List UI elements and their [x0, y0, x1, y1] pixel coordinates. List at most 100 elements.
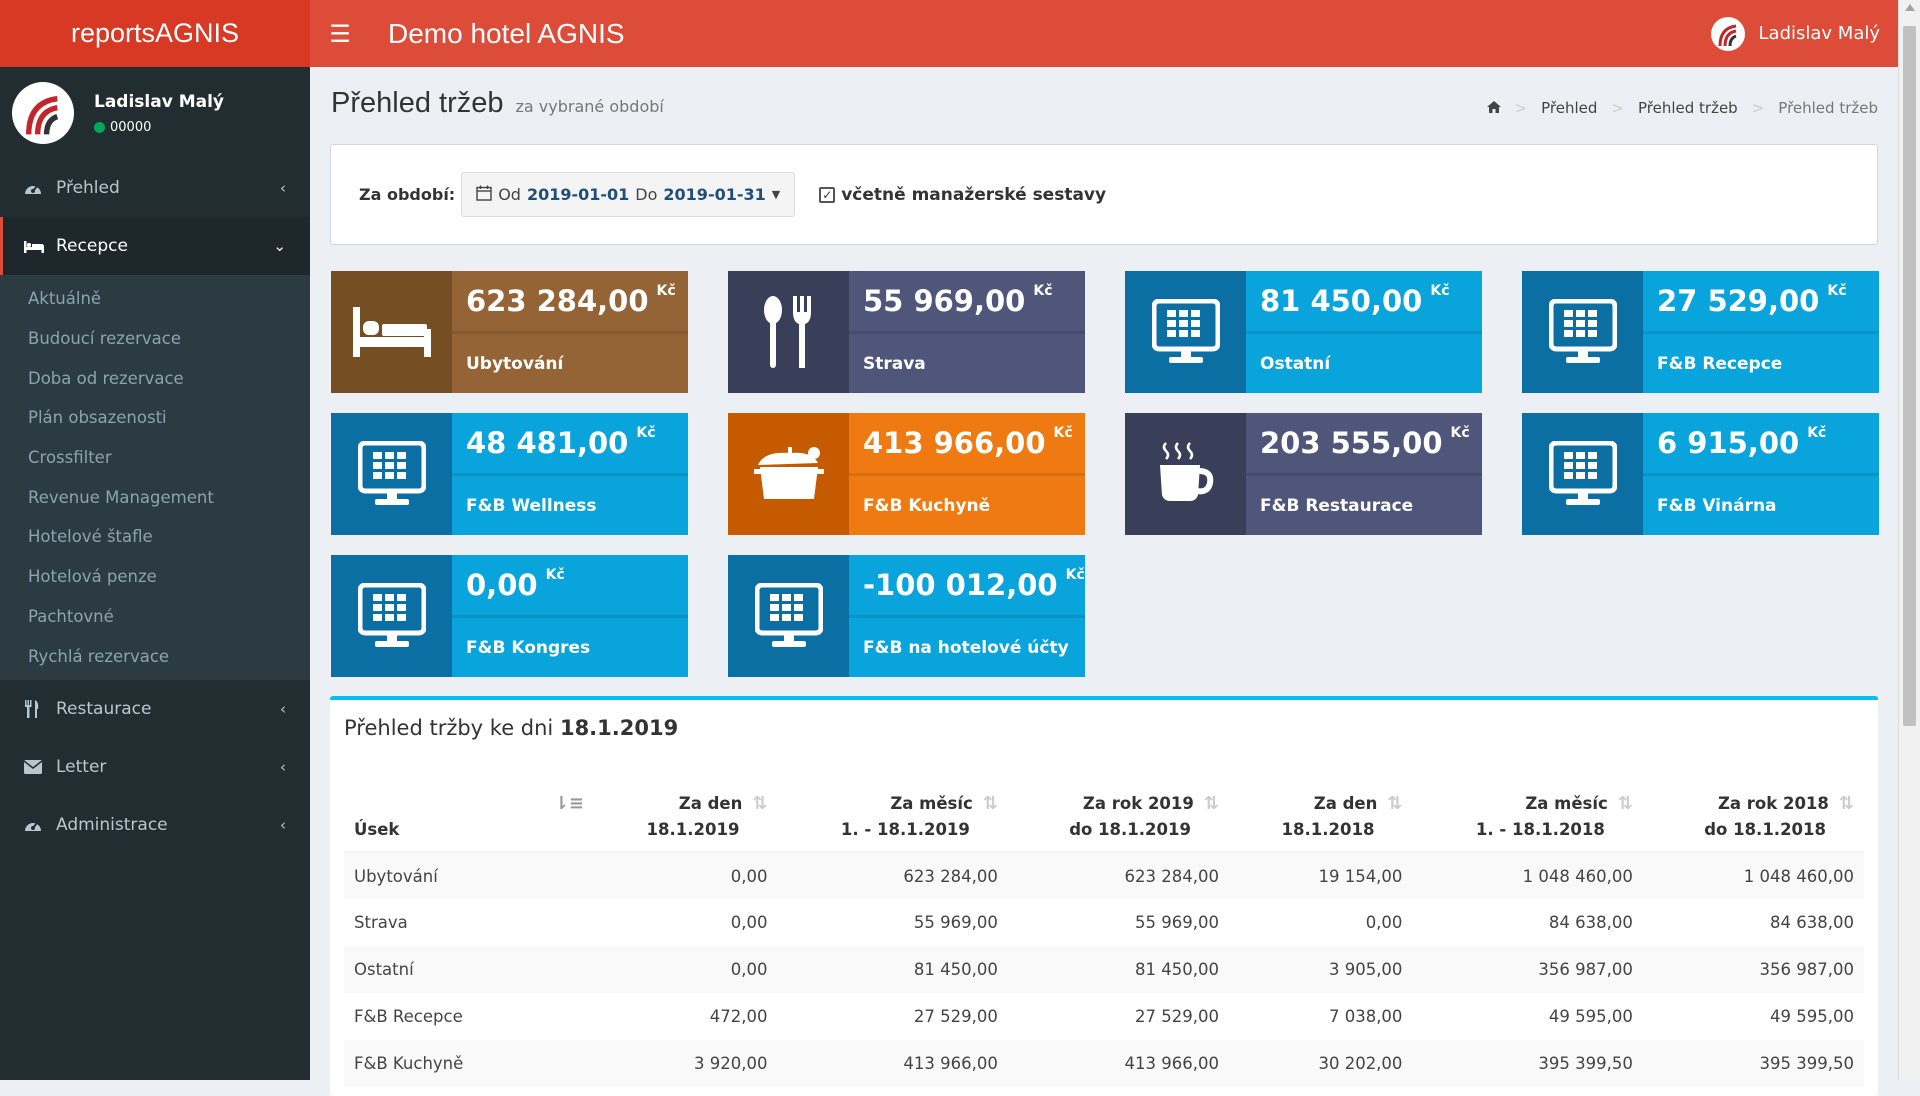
scroll-up-icon[interactable]: [1905, 4, 1915, 11]
tile-value: 203 555,00: [1260, 426, 1443, 460]
sidebar-item-letter[interactable]: Letter ‹: [0, 738, 310, 796]
sidebar-item-restaurace[interactable]: Restaurace ‹: [0, 680, 310, 738]
breadcrumb-current: Přehled tržeb: [1778, 99, 1878, 117]
sort-active-icon[interactable]: ⇂≡: [553, 793, 584, 814]
table-cell: 3 920,00: [594, 1040, 778, 1087]
table-cell: F&B Kuchyně: [344, 1040, 594, 1087]
top-navbar: ☰ Demo hotel AGNIS Ladislav Malý: [310, 0, 1898, 67]
submenu-item-hotelova-penze[interactable]: Hotelová penze: [28, 567, 157, 587]
breadcrumb: > Přehled > Přehled tržeb > Přehled trže…: [1486, 99, 1878, 117]
tile-fb-hotelove-ucty[interactable]: -100 012,00 Kč F&B na hotelové účty: [728, 555, 1085, 677]
col-header-za-mesic-2018[interactable]: Za měsíc ⇅ 1. - 18.1.2018: [1412, 780, 1643, 853]
col-header-label: Za rok 2019: [1082, 794, 1194, 813]
submenu-item-revenue-management[interactable]: Revenue Management: [28, 487, 214, 507]
breadcrumb-link-prehled-trzeb[interactable]: Přehled tržeb: [1637, 99, 1738, 117]
online-status-icon: [94, 121, 105, 133]
table-cell: 413 966,00: [777, 1040, 1008, 1087]
submenu-item-rychla-rezervace[interactable]: Rychlá rezervace: [28, 646, 170, 666]
revenue-table-box: Přehled tržby ke dni 18.1.2019 ⇂≡ Úsek Za…: [330, 696, 1878, 1096]
sort-icon[interactable]: ⇅: [982, 793, 998, 814]
table-cell: 81 450,00: [777, 946, 1008, 993]
monitor-icon: [1522, 413, 1643, 535]
tile-fb-recepce[interactable]: 27 529,00 Kč F&B Recepce: [1522, 271, 1879, 393]
breadcrumb-link-prehled[interactable]: Přehled: [1541, 99, 1598, 117]
sort-icon[interactable]: ⇅: [1387, 793, 1403, 814]
table-cell: 55 969,00: [913, 913, 998, 932]
col-header-label: Za den: [1313, 794, 1378, 813]
submenu-item-budouci-rezervace[interactable]: Budoucí rezervace: [28, 329, 181, 349]
tile-fb-kuchyne[interactable]: 413 966,00 Kč F&B Kuchyně: [728, 413, 1085, 535]
tile-label: F&B Wellness: [452, 473, 688, 535]
table-cell: 1 048 460,00: [1642, 852, 1864, 899]
col-header-sub: 1. - 18.1.2018: [1475, 820, 1605, 839]
tile-label: F&B Recepce: [1643, 331, 1879, 393]
table-cell: 3 905,00: [1228, 946, 1413, 993]
checkbox-checked-icon[interactable]: ✓: [819, 186, 836, 203]
app-logo[interactable]: reportsAGNIS: [0, 0, 310, 67]
col-header-label: Za měsíc: [890, 794, 973, 813]
sort-icon[interactable]: ⇅: [752, 793, 768, 814]
hotel-title: Demo hotel AGNIS: [388, 17, 625, 49]
page-subtitle: za vybrané období: [515, 97, 664, 116]
sidebar-item-administrace[interactable]: Administrace ‹: [0, 796, 310, 854]
table-cell: 395 399,50: [1412, 1040, 1643, 1087]
sidebar-item-prehled[interactable]: Přehled ‹: [0, 159, 310, 217]
tile-currency: Kč: [1033, 283, 1053, 299]
col-header-label: Za měsíc: [1525, 794, 1608, 813]
tile-ubytovani[interactable]: 623 284,00 Kč Ubytování: [331, 271, 688, 393]
sidebar-item-recepce[interactable]: Recepce ⌄: [0, 217, 310, 275]
sidebar-toggle-icon[interactable]: ☰: [329, 19, 351, 48]
tile-currency: Kč: [1807, 425, 1827, 441]
tile-fb-restaurace[interactable]: 203 555,00 Kč F&B Restaurace: [1125, 413, 1482, 535]
tile-value: 6 915,00: [1657, 426, 1800, 460]
chevron-left-icon: ‹: [280, 815, 286, 834]
table-row: F&B Recepce 472,00 27 529,00 27 529,00 7…: [344, 993, 1864, 1040]
table-cell: 49 595,00: [1770, 1007, 1854, 1026]
submenu-item-doba-od-rezervace[interactable]: Doba od rezervace: [28, 368, 184, 388]
home-icon[interactable]: [1486, 99, 1501, 117]
tile-strava[interactable]: 55 969,00 Kč Strava: [728, 271, 1085, 393]
sort-icon[interactable]: ⇅: [1617, 793, 1633, 814]
sidebar-item-label: Administrace: [56, 814, 168, 835]
tile-label: Strava: [849, 331, 1085, 393]
col-header-za-den-2018[interactable]: Za den ⇅ 18.1.2018: [1228, 780, 1413, 853]
chevron-left-icon: ‹: [280, 179, 286, 197]
col-header-sub: 18.1.2018: [1281, 820, 1375, 839]
manager-report-checkbox[interactable]: ✓ včetně manažerské sestavy: [819, 185, 1106, 205]
col-header-za-den-2019[interactable]: Za den ⇅ 18.1.2019: [594, 780, 778, 853]
col-header-za-mesic-2019[interactable]: Za měsíc ⇅ 1. - 18.1.2019: [777, 780, 1008, 853]
tile-currency: Kč: [1053, 425, 1073, 441]
app-logo-text: reportsAGNIS: [70, 18, 240, 48]
submenu-item-hotelove-stafle[interactable]: Hotelové štafle: [28, 527, 153, 547]
tile-fb-wellness[interactable]: 48 481,00 Kč F&B Wellness: [331, 413, 688, 535]
scrollbar-thumb[interactable]: [1903, 26, 1916, 726]
dashboard-icon: [24, 818, 46, 832]
revenue-table: ⇂≡ Úsek Za den ⇅ 18.1.2019 Za měsíc ⇅ 1. - 18…: [344, 780, 1864, 1087]
table-cell: Ostatní: [344, 946, 594, 993]
tile-value: 623 284,00: [466, 284, 649, 318]
table-cell: 623 284,00: [777, 852, 1008, 899]
table-cell: 0,00: [594, 946, 778, 993]
col-header-za-rok-2018[interactable]: Za rok 2018 ⇅ do 18.1.2018: [1642, 780, 1864, 853]
tile-ostatni[interactable]: 81 450,00 Kč Ostatní: [1125, 271, 1482, 393]
sort-icon[interactable]: ⇅: [1203, 793, 1219, 814]
user-menu[interactable]: Ladislav Malý: [1710, 0, 1880, 67]
table-cell: 1 048 460,00: [1412, 852, 1643, 899]
table-cell: 27 529,00: [1135, 1007, 1219, 1026]
page-scrollbar[interactable]: [1898, 0, 1920, 1080]
col-header-za-rok-2019[interactable]: Za rok 2019 ⇅ do 18.1.2019: [1007, 780, 1229, 853]
tile-fb-kongres[interactable]: 0,00 Kč F&B Kongres: [331, 555, 688, 677]
tile-label: F&B na hotelové účty: [849, 615, 1085, 677]
date-range-picker[interactable]: Od 2019-01-01 Do 2019-01-31 ▼: [461, 172, 796, 217]
cutlery-icon: [24, 699, 46, 718]
submenu-item-aktualne[interactable]: Aktuálně: [28, 289, 102, 309]
submenu-item-plan-obsazenosti[interactable]: Plán obsazenosti: [28, 408, 167, 428]
submenu-item-pachtovne[interactable]: Pachtovné: [28, 606, 114, 626]
col-header-usek[interactable]: ⇂≡ Úsek: [344, 780, 594, 853]
tile-currency: Kč: [545, 567, 565, 583]
coffee-icon: [1125, 413, 1246, 535]
submenu-item-crossfilter[interactable]: Crossfilter: [28, 448, 112, 468]
tile-fb-vinarna[interactable]: 6 915,00 Kč F&B Vinárna: [1522, 413, 1879, 535]
tile-value: -100 012,00: [863, 568, 1058, 602]
sort-icon[interactable]: ⇅: [1838, 793, 1854, 814]
